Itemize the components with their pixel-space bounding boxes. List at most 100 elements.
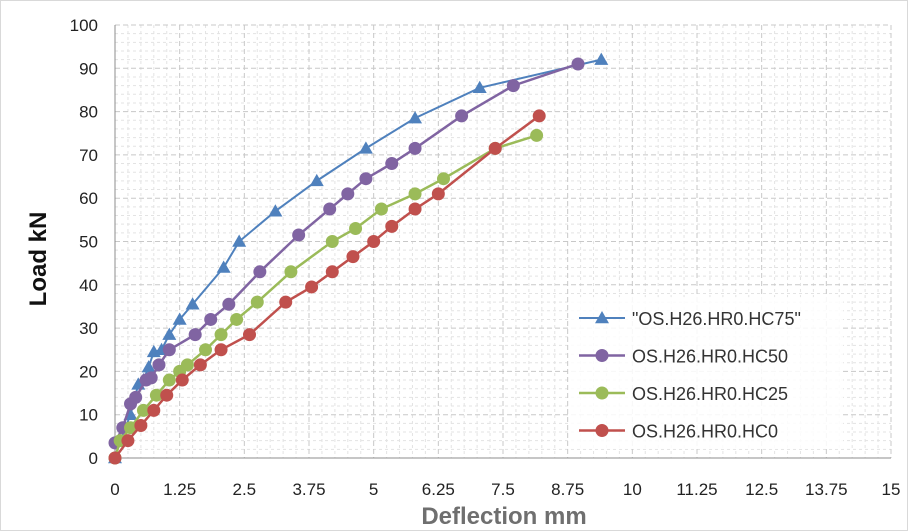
axes [114,25,891,459]
y-tick-label: 70 [79,146,98,165]
series-1 [108,52,609,464]
data-point-triangle [309,173,324,187]
tick-labels: 0 1.25 2.5 3.75 5 6.25 7.5 8.75 10 11.25 12.5 13.75… [70,16,901,499]
data-point-circle [188,328,202,342]
x-tick-label: 6.25 [422,480,455,499]
data-point-circle [595,424,609,437]
data-point-circle [162,373,176,387]
data-point-circle [323,202,337,216]
data-point-circle [222,297,236,311]
data-point-circle [253,265,267,279]
data-point-circle [136,403,150,417]
data-point-circle [595,386,609,400]
data-point-circle [124,421,138,435]
data-point-circle [506,79,520,93]
y-axis-title: Load kN [25,212,52,307]
data-point-circle [367,235,381,248]
data-point-circle [193,358,207,372]
data-point-circle [571,57,585,71]
data-point-circle [279,295,293,309]
data-point-circle [199,343,213,357]
series-4 [108,109,546,465]
data-point-triangle [232,234,247,247]
data-point-circle [147,403,161,417]
legend-label: OS.H26.HR0.HC50 [632,347,788,367]
series-3 [108,128,544,465]
x-tick-label: 13.75 [805,480,848,499]
y-tick-label: 0 [89,449,98,468]
x-axis-title: Deflection mm [421,503,586,530]
x-tick-label: 2.5 [233,480,257,499]
data-point-triangle [162,327,177,340]
data-point-circle [152,358,166,372]
data-point-circle [214,343,228,357]
data-point-circle [162,343,176,357]
x-tick-label: 3.75 [292,480,325,499]
series-lines [108,52,609,465]
data-point-circle [408,202,422,216]
x-tick-label: 1.25 [163,480,196,499]
data-point-circle [305,280,319,294]
data-point-circle [175,373,189,387]
data-point-circle [214,328,228,342]
data-point-circle [437,172,451,186]
data-point-circle [595,349,609,362]
data-point-triangle [216,260,231,273]
data-point-triangle [268,204,283,217]
y-tick-label: 90 [79,59,98,78]
data-point-circle [532,109,546,123]
y-tick-label: 80 [79,103,98,122]
data-point-triangle [408,111,423,124]
data-point-circle [134,419,148,433]
data-point-circle [129,390,143,404]
data-point-circle [204,312,218,326]
data-point-circle [408,187,422,201]
legend-item: OS.H26.HR0.HC25 [579,384,788,404]
data-point-circle [385,157,399,171]
legend-label: OS.H26.HR0.HC25 [632,384,788,404]
data-point-circle [455,109,469,123]
legend-item: OS.H26.HR0.HC50 [579,347,788,367]
data-point-circle [149,388,163,402]
y-tick-label: 30 [79,319,98,338]
data-point-circle [349,222,363,236]
data-point-circle [160,388,174,402]
data-point-circle [284,265,298,279]
data-point-circle [144,371,158,385]
y-tick-label: 10 [79,406,98,425]
data-point-triangle [141,360,156,373]
data-point-circle [292,228,306,242]
y-tick-label: 100 [70,16,98,35]
data-point-circle [359,172,373,186]
x-tick-label: 12.5 [745,480,778,499]
data-point-circle [108,451,122,465]
legend-item: "OS.H26.HR0.HC75" [579,309,801,329]
y-tick-label: 20 [79,362,98,381]
x-tick-label: 7.5 [491,480,515,499]
data-point-circle [121,434,135,448]
data-point-circle [488,141,502,155]
x-tick-label: 10 [623,480,642,499]
y-tick-label: 40 [79,276,98,295]
series-2 [108,57,585,450]
data-point-circle [385,219,399,233]
legend-label: OS.H26.HR0.HC0 [632,422,778,442]
data-point-circle [180,358,194,372]
x-tick-label: 0 [110,480,119,499]
data-point-triangle [358,141,373,154]
data-point-circle [230,312,244,326]
data-point-circle [250,295,264,309]
data-point-circle [341,187,355,201]
data-point-circle [530,128,544,142]
data-point-circle [374,202,388,216]
y-tick-label: 50 [79,233,98,252]
legend-label: "OS.H26.HR0.HC75" [632,309,801,329]
data-point-triangle [172,312,187,325]
x-tick-label: 5 [369,480,378,499]
data-point-circle [325,235,339,248]
x-tick-label: 15 [882,480,901,499]
data-point-circle [408,141,422,155]
data-point-circle [243,328,257,342]
